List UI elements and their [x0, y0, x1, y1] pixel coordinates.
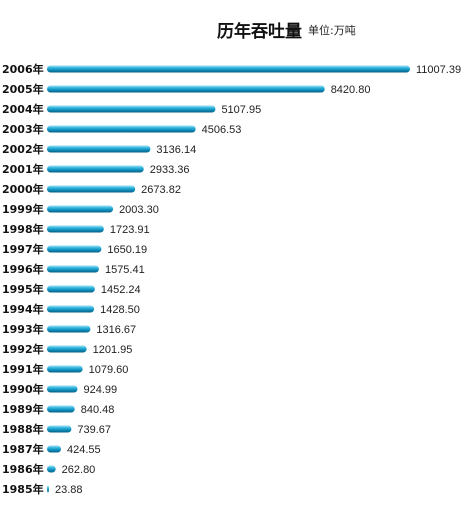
value-label: 1428.50: [100, 304, 140, 316]
bar: [47, 185, 136, 193]
category-label: 2005年: [2, 82, 44, 96]
category-label: 1992年: [2, 342, 44, 356]
bar: [47, 345, 87, 353]
bar: [47, 65, 410, 73]
bar: [47, 425, 72, 433]
category-label: 1989年: [2, 402, 44, 416]
bar: [47, 85, 325, 93]
category-label: 1998年: [2, 222, 44, 236]
bar: [47, 445, 62, 453]
category-label: 1999年: [2, 202, 44, 216]
category-label: 2002年: [2, 142, 44, 156]
bar: [47, 105, 216, 113]
value-label: 840.48: [81, 404, 115, 416]
value-label: 1650.19: [107, 244, 147, 256]
bar: [47, 245, 102, 253]
bar: [47, 145, 151, 153]
category-label: 2001年: [2, 162, 44, 176]
value-label: 1316.67: [96, 324, 136, 336]
bar: [47, 165, 144, 173]
category-label: 1985年: [2, 482, 44, 496]
value-label: 5107.95: [221, 104, 261, 116]
value-label: 11007.39: [416, 64, 461, 76]
value-label: 8420.80: [331, 84, 371, 96]
category-label: 1997年: [2, 242, 44, 256]
category-label: 1988年: [2, 422, 44, 436]
category-label: 2003年: [2, 122, 44, 136]
value-label: 2003.30: [119, 204, 159, 216]
bar: [47, 365, 83, 373]
value-label: 2933.36: [150, 164, 190, 176]
value-label: 262.80: [62, 464, 96, 476]
bar: [47, 305, 95, 313]
value-label: 924.99: [84, 384, 118, 396]
category-label: 1987年: [2, 442, 44, 456]
value-label: 2673.82: [141, 184, 181, 196]
bar: [47, 385, 78, 393]
value-label: 23.88: [55, 484, 83, 496]
value-label: 1723.91: [110, 224, 150, 236]
value-label: 1201.95: [93, 344, 133, 356]
bars-group: 2006年 11007.39 2005年 8420.80 2004年 5107.95 200…: [2, 62, 461, 496]
bar: [47, 265, 99, 273]
bar: [47, 285, 95, 293]
category-label: 1993年: [2, 322, 44, 336]
category-label: 2006年: [2, 62, 44, 76]
bar: [47, 485, 49, 493]
category-label: 1991年: [2, 362, 44, 376]
category-label: 1995年: [2, 282, 44, 296]
value-label: 424.55: [67, 444, 101, 456]
bar: [47, 405, 75, 413]
bar: [47, 125, 196, 133]
bar: [47, 465, 56, 473]
unit-label: 单位:万吨: [308, 24, 356, 37]
value-label: 4506.53: [202, 124, 242, 136]
category-label: 2004年: [2, 102, 44, 116]
value-label: 1079.60: [89, 364, 129, 376]
bar: [47, 325, 91, 333]
category-label: 1990年: [2, 382, 44, 396]
value-label: 3136.14: [156, 144, 196, 156]
category-label: 1994年: [2, 302, 44, 316]
value-label: 739.67: [77, 424, 111, 436]
category-label: 2000年: [2, 182, 44, 196]
bar: [47, 205, 114, 213]
value-label: 1452.24: [101, 284, 141, 296]
category-label: 1996年: [2, 262, 44, 276]
category-label: 1986年: [2, 462, 44, 476]
value-label: 1575.41: [105, 264, 145, 276]
chart-title: 历年吞吐量: [217, 22, 302, 42]
bar: [47, 225, 104, 233]
